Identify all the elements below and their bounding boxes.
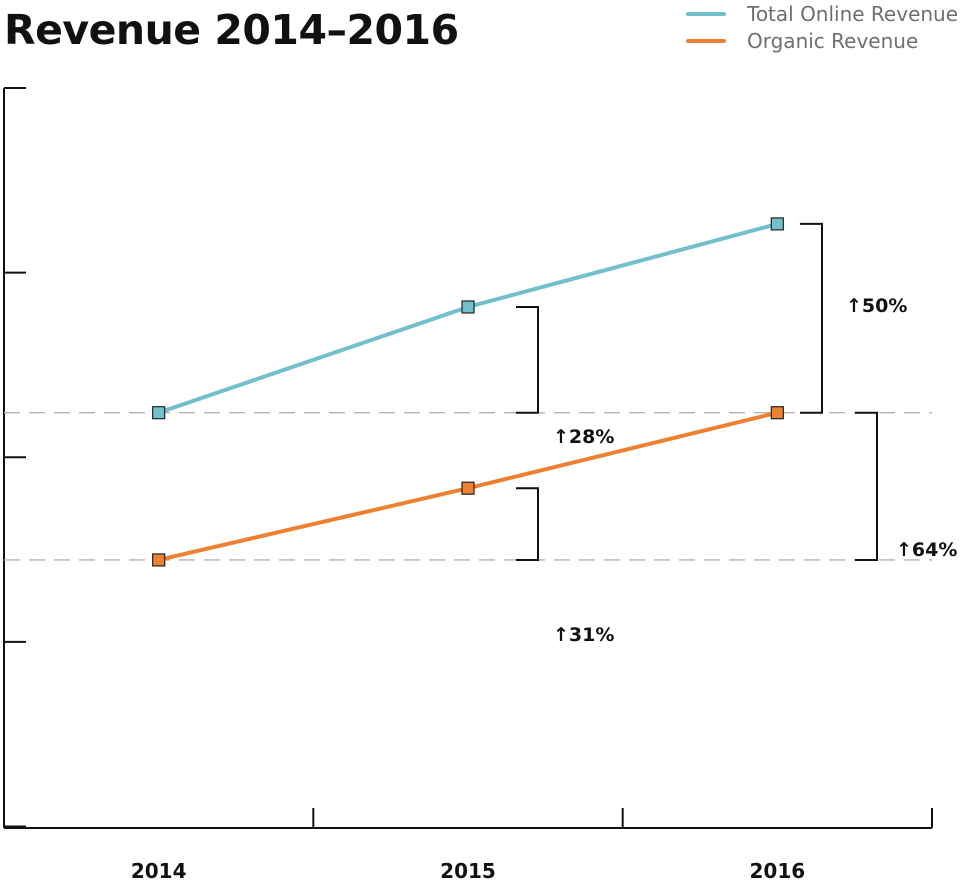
percent-change-label: ↑64%: [896, 539, 957, 561]
total-online-revenue-marker: [461, 300, 475, 314]
legend-item-total-online: Total Online Revenue: [686, 0, 958, 27]
percent-change-label: ↑28%: [553, 426, 614, 448]
legend-item-organic: Organic Revenue: [686, 27, 958, 54]
change-brackets: ↑28% ↑50% ↑31% ↑64%: [516, 222, 957, 646]
total-online-revenue-marker: [152, 406, 166, 420]
series-markers: [152, 217, 784, 567]
tick-labels: 2014 2015 2016: [131, 859, 805, 883]
percent-change-label: ↑50%: [846, 295, 907, 317]
organic-revenue-marker: [770, 406, 784, 420]
percent-change-label: ↑31%: [553, 624, 614, 646]
organic-revenue-marker: [461, 481, 475, 495]
x-tick-label: 2015: [440, 859, 496, 883]
x-tick-label: 2016: [749, 859, 805, 883]
total-online-revenue-line: [158, 221, 778, 415]
x-tick-label: 2014: [131, 859, 187, 883]
total-online-revenue-marker: [770, 217, 784, 231]
legend-swatch-organic: [686, 38, 726, 43]
legend-swatch-total-online: [686, 11, 726, 16]
legend-label-organic: Organic Revenue: [747, 28, 919, 53]
change-bracket: [516, 487, 539, 561]
change-bracket: [800, 222, 823, 414]
legend: Total Online Revenue Organic Revenue: [686, 0, 958, 54]
chart-title: Revenue 2014–2016: [4, 6, 459, 54]
change-bracket: [855, 411, 878, 561]
series-lines: [158, 221, 778, 562]
axes: [3, 87, 933, 829]
change-bracket: [516, 305, 539, 414]
organic-revenue-marker: [152, 553, 166, 567]
legend-label-total-online: Total Online Revenue: [747, 1, 959, 26]
